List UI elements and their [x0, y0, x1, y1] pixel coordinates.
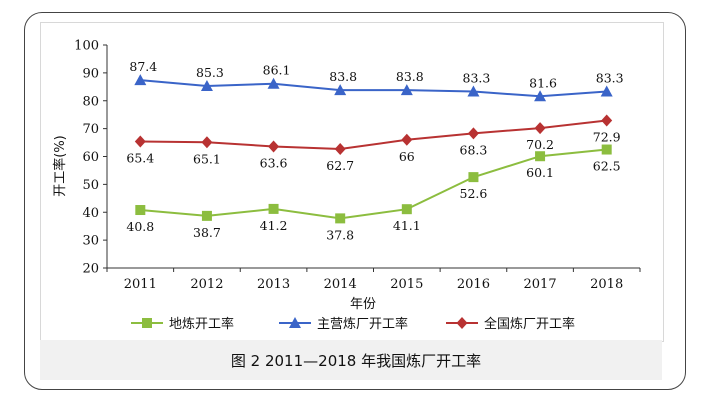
data-point — [267, 77, 280, 89]
legend-marker — [456, 317, 468, 329]
data-point — [268, 203, 279, 214]
data-point — [334, 142, 346, 155]
series-line — [140, 119, 607, 150]
series-local — [135, 144, 612, 224]
data-point — [268, 140, 280, 153]
y-axis-title: 开工率(%) — [52, 135, 68, 197]
data-point — [600, 85, 613, 97]
data-label: 37.8 — [326, 227, 354, 242]
data-point — [467, 127, 479, 140]
figure-caption: 图 2 2011—2018 年我国炼厂开工率 — [230, 352, 482, 370]
legend-label: 主营炼厂开工率 — [317, 316, 408, 332]
data-label: 60.1 — [526, 165, 554, 180]
data-point — [601, 114, 613, 127]
legend-label: 全国炼厂开工率 — [484, 316, 575, 332]
data-point — [535, 151, 546, 162]
data-label: 83.3 — [463, 71, 491, 86]
data-label: 41.1 — [393, 218, 421, 233]
data-point — [200, 79, 213, 91]
data-point — [401, 133, 413, 146]
y-tick-label: 80 — [82, 94, 99, 109]
legend-marker — [289, 317, 301, 328]
data-point — [534, 122, 546, 135]
data-label: 65.1 — [193, 151, 221, 166]
plot-panel — [40, 22, 664, 342]
data-label: 52.6 — [460, 186, 488, 201]
legend-item: 地炼开工率 — [131, 316, 234, 332]
x-tick-label: 2014 — [324, 277, 357, 292]
data-label: 40.8 — [126, 219, 154, 234]
y-tick-label: 40 — [82, 206, 99, 221]
data-label: 83.3 — [596, 71, 624, 86]
data-label: 85.3 — [196, 65, 224, 80]
data-point — [135, 205, 146, 216]
data-label: 41.2 — [260, 218, 288, 233]
data-labels: 40.8 38.7 41.2 37.8 41.1 52.6 60.1 62.5 87.4 85.3… — [126, 59, 623, 242]
data-point — [401, 204, 412, 215]
data-point — [601, 144, 612, 155]
data-label: 62.5 — [593, 159, 621, 174]
x-tick-label: 2013 — [257, 277, 290, 292]
data-point — [467, 85, 480, 97]
legend: 地炼开工率 主营炼厂开工率 全国炼厂开工率 — [131, 316, 575, 332]
y-tick-label: 60 — [82, 150, 99, 165]
legend-marker — [142, 318, 152, 328]
data-point — [335, 213, 346, 224]
legend-item: 主营炼厂开工率 — [279, 316, 408, 332]
data-point — [334, 84, 347, 96]
legend-item: 全国炼厂开工率 — [446, 316, 575, 332]
y-tick-label: 30 — [82, 234, 99, 249]
x-axis-title: 年份 — [350, 297, 376, 312]
data-label: 68.3 — [460, 142, 488, 157]
x-tick-label: 2015 — [390, 277, 423, 292]
y-tick-label: 90 — [82, 66, 99, 81]
series-line — [140, 79, 607, 98]
data-label: 87.4 — [129, 59, 157, 74]
data-label: 86.1 — [263, 63, 291, 78]
data-point — [201, 136, 213, 149]
legend-label: 地炼开工率 — [169, 316, 234, 332]
caption-band — [40, 340, 662, 380]
data-point — [134, 135, 146, 148]
data-label: 70.2 — [526, 137, 554, 152]
series-layer — [134, 74, 613, 224]
data-label: 65.4 — [126, 150, 154, 165]
data-label: 38.7 — [193, 225, 221, 240]
series-line — [140, 148, 607, 220]
y-tick-label: 70 — [82, 122, 99, 137]
y-tick-label: 20 — [82, 262, 99, 277]
data-point — [534, 90, 547, 102]
data-point — [400, 84, 413, 96]
data-label: 63.6 — [260, 155, 288, 170]
y-tick-label: 100 — [74, 39, 99, 54]
y-tick-label: 50 — [82, 178, 99, 193]
data-label: 66 — [399, 149, 415, 164]
x-tick-label: 2012 — [190, 277, 223, 292]
data-label: 83.8 — [396, 69, 424, 84]
data-point — [134, 74, 147, 86]
series-national — [134, 114, 613, 155]
axes: 20 30 40 50 60 70 80 90 100 2011 2012 2013 2014 2015 2… — [74, 39, 641, 292]
x-tick-label: 2016 — [457, 277, 490, 292]
series-major — [134, 74, 613, 102]
data-point — [201, 210, 212, 221]
x-tick-label: 2017 — [524, 277, 557, 292]
x-tick-label: 2018 — [590, 277, 623, 292]
data-label: 72.9 — [593, 130, 621, 145]
data-label: 62.7 — [326, 158, 354, 173]
x-tick-label: 2011 — [124, 277, 157, 292]
data-point — [468, 172, 479, 183]
data-label: 83.8 — [329, 69, 357, 84]
data-label: 81.6 — [529, 75, 557, 90]
